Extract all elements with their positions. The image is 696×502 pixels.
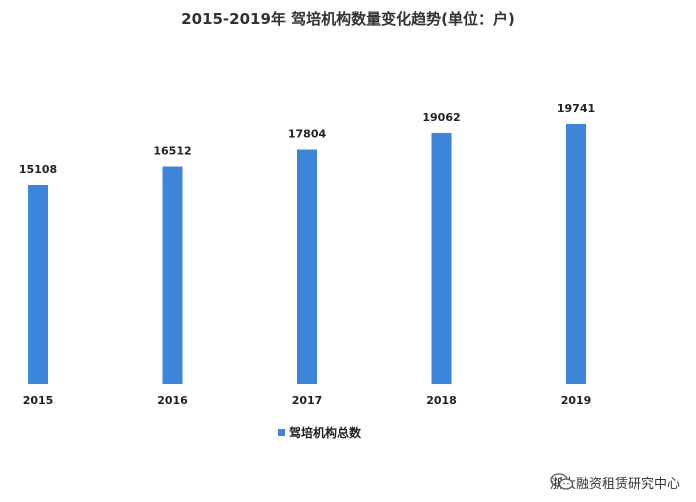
legend: 驾培机构总数 xyxy=(278,424,361,441)
data-label-2019: 19741 xyxy=(557,102,595,115)
x-tick-2019: 2019 xyxy=(561,394,592,407)
legend-swatch xyxy=(278,429,285,436)
watermark: 浙大融资租赁研究中心 xyxy=(550,473,680,492)
bar-2016 xyxy=(162,166,183,384)
x-tick-2018: 2018 xyxy=(426,394,457,407)
data-label-2017: 17804 xyxy=(288,128,327,141)
bar-2018 xyxy=(431,132,452,384)
x-tick-2016: 2016 xyxy=(157,394,188,407)
legend-label: 驾培机构总数 xyxy=(289,426,362,440)
x-tick-2017: 2017 xyxy=(292,394,323,407)
data-label-2018: 19062 xyxy=(422,111,460,124)
bar-2017 xyxy=(297,149,317,384)
wechat-icon xyxy=(550,473,574,490)
x-tick-2015: 2015 xyxy=(23,394,54,407)
data-label-2015: 15108 xyxy=(19,163,57,176)
watermark-text: 浙大融资租赁研究中心 xyxy=(549,477,680,492)
chart-title: 2015-2019年 驾培机构数量变化趋势(单位：户) xyxy=(181,10,515,28)
data-label-2016: 16512 xyxy=(153,145,191,158)
bar-2019 xyxy=(566,123,586,384)
bar-2015 xyxy=(28,185,48,384)
